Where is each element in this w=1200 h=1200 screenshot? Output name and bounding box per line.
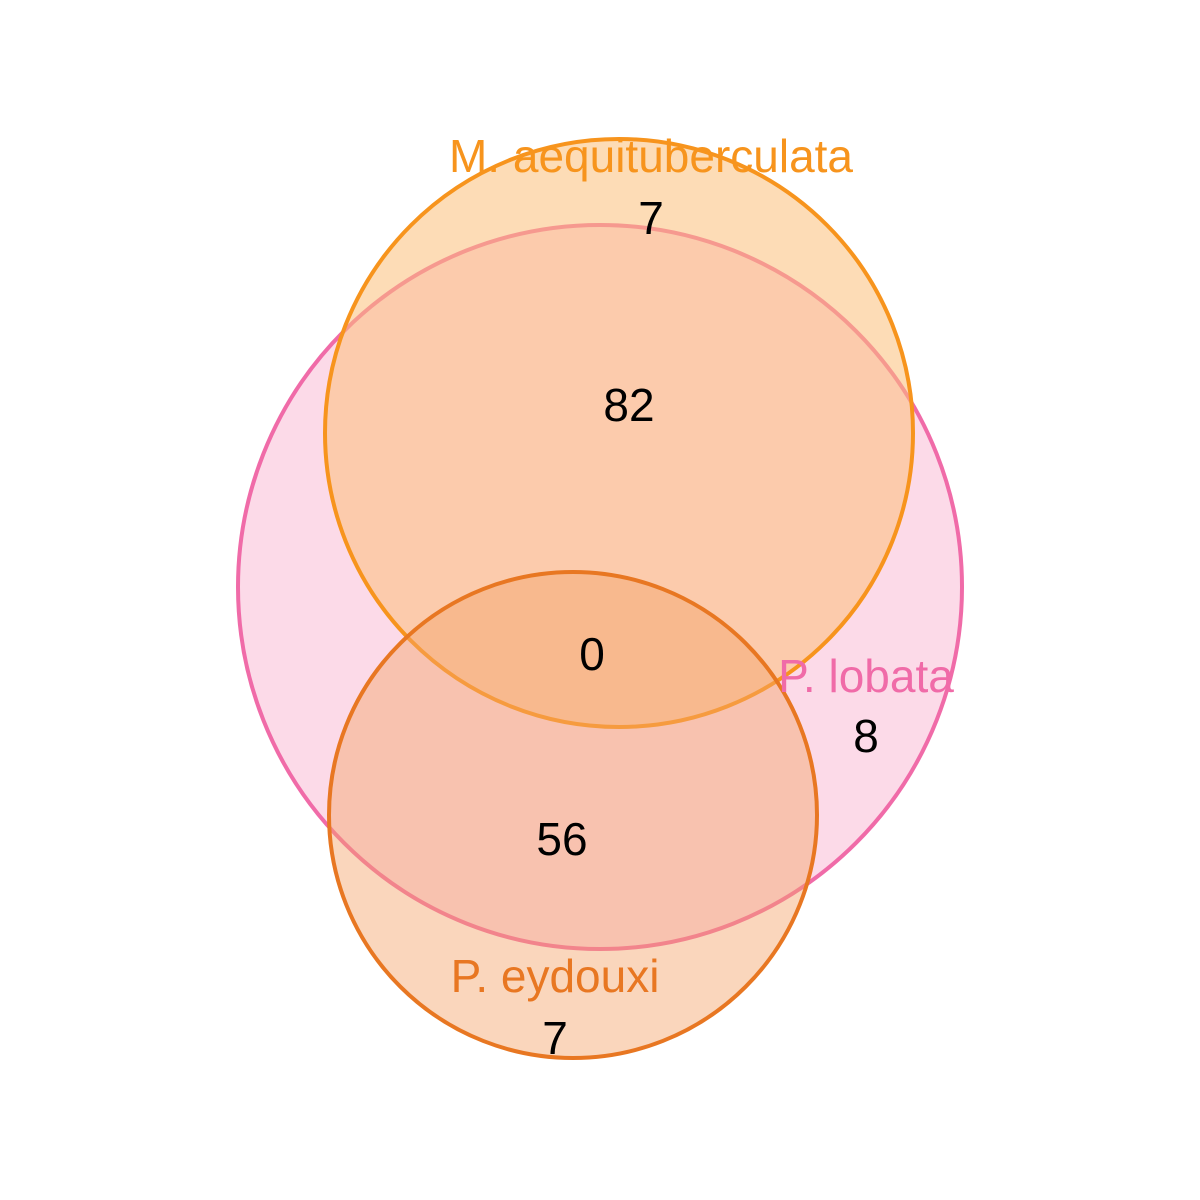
count-lobata-aequituberculata: 82: [603, 379, 654, 431]
set-label-eydouxi: P. eydouxi: [451, 950, 660, 1002]
count-lobata-only: 8: [853, 710, 879, 762]
count-eydouxi-only: 7: [542, 1012, 568, 1064]
count-all-three: 0: [579, 628, 605, 680]
set-label-aequituberculata: M. aequituberculata: [449, 130, 853, 182]
count-aequituberculata-only: 7: [638, 192, 664, 244]
set-circle-eydouxi: [327, 570, 819, 1060]
count-lobata-eydouxi: 56: [536, 813, 587, 865]
set-circle-aequituberculata: [323, 137, 915, 729]
set-label-lobata: P. lobata: [778, 650, 954, 702]
